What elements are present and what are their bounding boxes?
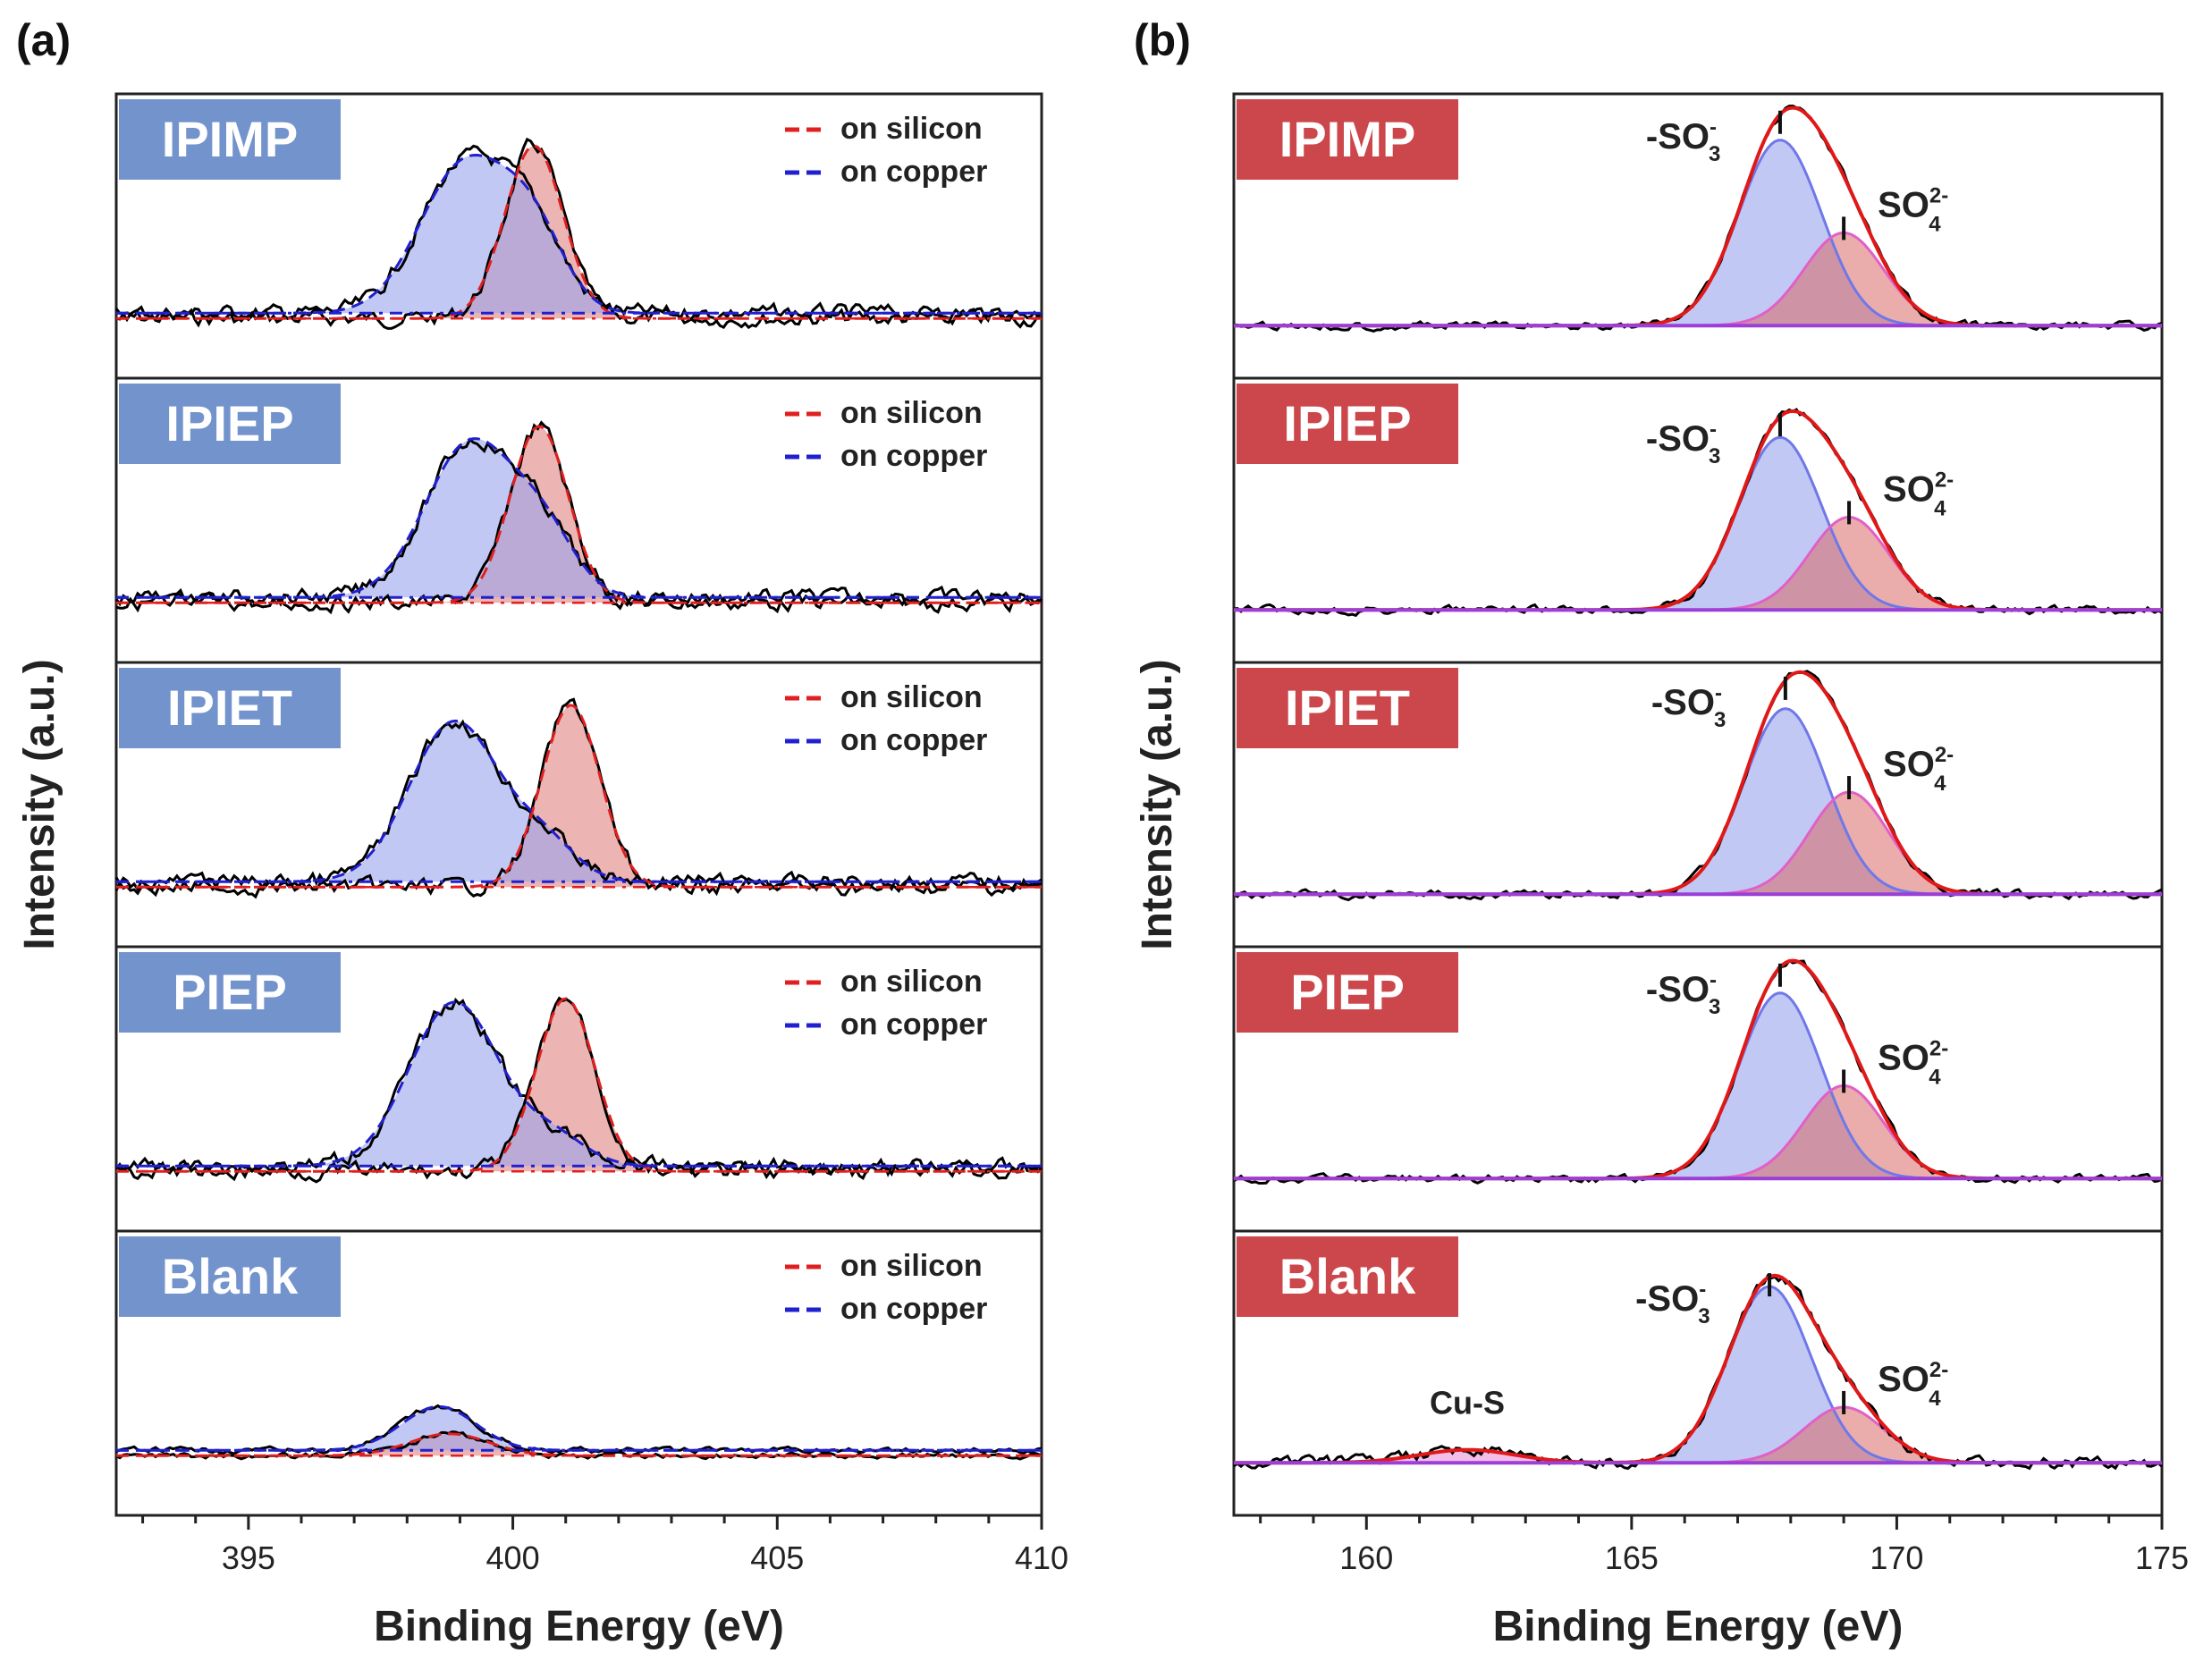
panel-a-sample-badge	[119, 1236, 341, 1317]
panel-a-sample-name: PIEP	[173, 964, 287, 1020]
sulfate-label: SO2-4	[1878, 183, 1948, 236]
silicon-peak-fill	[116, 998, 1042, 1172]
legend-silicon-label: on silicon	[840, 396, 983, 430]
panel-a-legend: on silicon on copper	[785, 396, 987, 473]
legend-silicon-label: on silicon	[840, 112, 983, 146]
silicon-fit-line	[116, 1432, 1042, 1457]
legend-copper-label: on copper	[840, 1008, 987, 1042]
panel-a-sample-badge	[119, 668, 341, 748]
legend-copper-label: on copper	[840, 1292, 987, 1326]
cus-peak-fill	[1234, 1449, 2162, 1463]
panel-a-legend: on silicon on copper	[785, 1249, 987, 1326]
panel-b-sample-badge	[1237, 384, 1458, 464]
copper-raw-line	[114, 997, 1043, 1177]
panel-b-tick-label: 170	[1870, 1539, 1923, 1576]
panel-b-sample-name: PIEP	[1290, 964, 1405, 1020]
legend-silicon-label: on silicon	[840, 680, 983, 714]
panel-a-sample-badge	[119, 952, 341, 1033]
silicon-raw-line	[114, 996, 1043, 1184]
panel-b-y-axis-title: Intensity (a.u.)	[1134, 659, 1181, 949]
panel-a-sample-badge	[119, 384, 341, 464]
panel-b-spectrum-ipiet: -SO-3 SO2-4	[1233, 670, 2163, 902]
panel-b-sample-badge	[1237, 99, 1458, 180]
panel-a-sample-name: IPIMP	[162, 111, 298, 167]
panel-b-sample-name: IPIMP	[1279, 111, 1415, 167]
copper-raw-line	[114, 144, 1043, 325]
copper-raw-line	[115, 1404, 1043, 1455]
panel-b-tick-label: 165	[1605, 1539, 1659, 1576]
panel-b-spectrum-ipiep: -SO-3 SO2-4	[1233, 408, 2163, 618]
sulfate-label: SO2-4	[1878, 1036, 1948, 1089]
panel-a-tick-label: 400	[486, 1539, 540, 1576]
panel-b-spectrum-ipimp: -SO-3 SO2-4	[1233, 104, 2163, 333]
panel-b-label: (b)	[1134, 15, 1191, 65]
panel-a-frame	[114, 92, 1043, 1517]
panel-a-label: (a)	[16, 15, 71, 65]
silicon-peak-fill	[116, 704, 1042, 888]
panel-a-spectrum-ipiet	[114, 697, 1043, 899]
panel-a-spectrum-piep	[114, 996, 1043, 1184]
sulfate-label: SO2-4	[1878, 1358, 1948, 1411]
silicon-fit-line	[116, 144, 1042, 320]
sulfate-label: SO2-4	[1883, 468, 1954, 520]
legend-silicon-label: on silicon	[840, 965, 983, 999]
panel-a-tick-label: 410	[1015, 1539, 1068, 1576]
sulfonate-label: -SO-3	[1635, 1278, 1710, 1328]
panel-a-sample-name: Blank	[162, 1248, 299, 1304]
panel-b-tick-label: 175	[2135, 1539, 2189, 1576]
legend-copper-label: on copper	[840, 723, 987, 757]
legend-silicon-label: on silicon	[840, 1249, 983, 1283]
panel-b-tick-label: 160	[1339, 1539, 1393, 1576]
sulfonate-label: -SO-3	[1646, 418, 1720, 468]
panel-b-sample-badge	[1237, 1236, 1458, 1317]
panel-b-frame	[1232, 92, 2164, 1517]
copper-fit-line	[116, 1404, 1042, 1452]
copper-peak-fill	[116, 1406, 1042, 1451]
panel-b-sample-name: IPIEP	[1283, 395, 1411, 451]
legend-copper-label: on copper	[840, 439, 987, 473]
panel-a-tick-label: 405	[750, 1539, 804, 1576]
panel-a-spectrum-ipimp	[114, 137, 1043, 330]
panel-b-spectrum-piep: -SO-3 SO2-4	[1233, 958, 2163, 1185]
panel-b-spectrum-blank: -SO-3 SO2-4 Cu-S	[1233, 1273, 2164, 1471]
cus-label: Cu-S	[1430, 1385, 1505, 1421]
panel-b-sample-name: IPIET	[1285, 679, 1410, 736]
panel-a-spectrum-ipiep	[114, 420, 1043, 615]
panel-a-legend: on silicon on copper	[785, 680, 987, 757]
sulfonate-label: -SO-3	[1646, 968, 1720, 1019]
panel-a-y-axis-title: Intensity (a.u.)	[16, 659, 63, 949]
silicon-peak-fill	[116, 1433, 1042, 1456]
panel-a-x-axis-title: Binding Energy (eV)	[374, 1603, 784, 1650]
copper-peak-fill	[116, 438, 1042, 598]
panel-a-legend: on silicon on copper	[785, 965, 987, 1042]
panel-b-sample-badge	[1237, 668, 1458, 748]
panel-a-spectrum-blank	[115, 1404, 1043, 1461]
panel-b-sample-name: Blank	[1279, 1248, 1416, 1304]
legend-copper-label: on copper	[840, 155, 987, 189]
panel-a-sample-name: IPIEP	[165, 395, 293, 451]
panel-a-tick-label: 395	[222, 1539, 275, 1576]
sulfonate-label: -SO-3	[1651, 681, 1726, 732]
sulfate-label: SO2-4	[1883, 743, 1954, 796]
panel-a-legend: on silicon on copper	[785, 112, 987, 189]
panel-b-sample-badge	[1237, 952, 1458, 1033]
panel-a-sample-name: IPIET	[167, 679, 292, 736]
panel-a-sample-badge	[119, 99, 341, 180]
sulfonate-label: -SO-3	[1646, 115, 1720, 166]
panel-b-x-axis-title: Binding Energy (eV)	[1493, 1603, 1904, 1650]
